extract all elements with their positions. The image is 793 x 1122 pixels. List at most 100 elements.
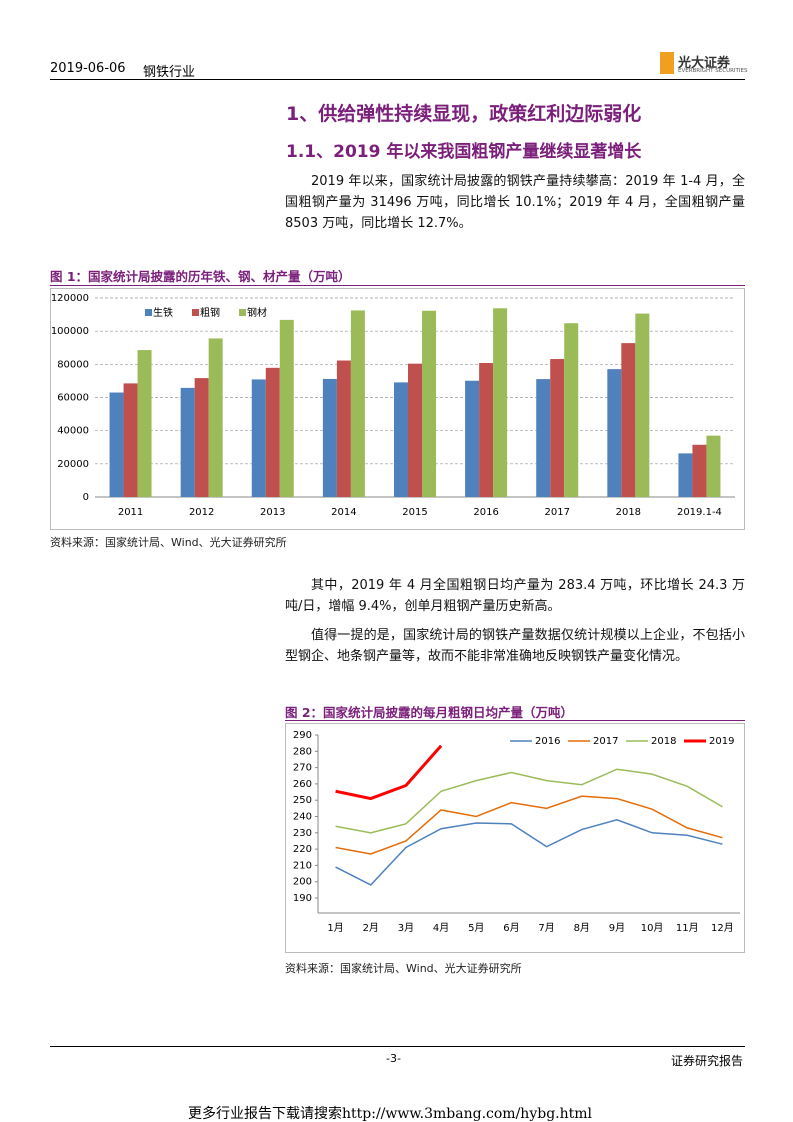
bar (479, 363, 494, 497)
figure-source: 资料来源：国家统计局、Wind、光大证券研究所 (285, 962, 522, 975)
y-tick-label: 120000 (51, 293, 89, 304)
logo-en: EVERBRIGHT SECURITIES (678, 68, 748, 74)
bar (336, 360, 351, 497)
y-tick-label: 220 (293, 844, 312, 855)
watermark: 更多行业报告下载请搜索http://www.3mbang.com/hybg.ht… (188, 1106, 592, 1122)
y-tick-label: 80000 (57, 359, 89, 370)
x-tick-label: 7月 (538, 922, 554, 934)
y-tick-label: 290 (293, 730, 312, 741)
y-tick-label: 0 (83, 492, 89, 503)
x-tick-label: 2017 (544, 507, 569, 518)
x-tick-label: 6月 (503, 922, 519, 934)
chart-frame (50, 288, 745, 530)
x-tick-label: 2014 (331, 507, 356, 518)
figure-title: 图 2：国家统计局披露的每月粗钢日均产量（万吨） (285, 705, 574, 720)
x-tick-label: 4月 (433, 922, 449, 934)
bar (180, 387, 195, 497)
bar (208, 338, 223, 497)
x-tick-label: 11月 (676, 922, 699, 934)
y-tick-label: 190 (293, 893, 312, 904)
x-tick-label: 9月 (609, 922, 625, 934)
paragraph: 其中，2019 年 4 月全国粗钢日均产量为 283.4 万吨，环比增长 24.… (285, 578, 745, 614)
bar (322, 378, 337, 497)
line (335, 795, 723, 855)
bar (251, 379, 266, 497)
logo-icon (660, 52, 674, 74)
chart-frame (285, 723, 745, 953)
paragraph: 2019 年以来，国家统计局披露的钢铁产量持续攀高：2019 年 1-4 月，全… (285, 174, 745, 231)
footer-rule (50, 1046, 745, 1047)
x-tick-label: 3月 (398, 922, 414, 934)
bar (607, 369, 622, 497)
figure-source: 资料来源：国家统计局、Wind、光大证券研究所 (50, 536, 287, 549)
y-tick-label: 260 (293, 779, 312, 790)
bar (536, 379, 551, 497)
figure-rule (50, 285, 745, 286)
legend-label: 2018 (651, 736, 676, 747)
bar (692, 444, 707, 497)
bar (550, 359, 565, 497)
y-tick-label: 280 (293, 746, 312, 757)
legend-label: 2017 (593, 736, 618, 747)
x-tick-label: 5月 (468, 922, 484, 934)
line (335, 768, 723, 834)
y-tick-label: 230 (293, 828, 312, 839)
y-tick-label: 270 (293, 763, 312, 774)
legend-swatch (239, 309, 246, 316)
bar (137, 350, 152, 497)
y-tick-label: 200 (293, 877, 312, 888)
bar (123, 383, 138, 497)
legend-swatch (145, 309, 152, 316)
legend-swatch (192, 309, 199, 316)
figure-rule (285, 720, 745, 721)
x-tick-label: 1月 (327, 922, 343, 934)
bar (394, 382, 408, 497)
legend-label: 2016 (535, 736, 560, 747)
bar (265, 367, 280, 497)
header-sector: 钢铁行业 (143, 65, 196, 80)
y-tick-label: 240 (293, 812, 312, 823)
legend-label: 2019 (709, 736, 734, 747)
bar (350, 310, 365, 497)
x-tick-label: 2016 (473, 507, 498, 518)
bar (109, 392, 124, 497)
line (335, 818, 723, 886)
x-tick-label: 2015 (402, 507, 427, 518)
line (335, 744, 443, 801)
legend-label: 粗钢 (200, 306, 220, 319)
y-tick-label: 20000 (57, 459, 89, 470)
header-date: 2019-06-06 (50, 61, 126, 76)
logo-text: 光大证券 (678, 56, 731, 71)
chart: 190 200 210 220 230 240 250 260 270 280 290 1月 2月 3月 4… (285, 723, 745, 953)
x-tick-label: 2019.1-4 (677, 507, 722, 518)
bar (465, 380, 480, 497)
subsection-title: 1.1、2019 年以来我国粗钢产量继续显著增长 (286, 142, 642, 162)
x-tick-label: 10月 (641, 922, 664, 934)
x-tick-label: 2011 (118, 507, 143, 518)
y-tick-label: 60000 (57, 393, 89, 404)
bar (279, 319, 294, 497)
bar (422, 310, 436, 497)
x-tick-label: 2013 (260, 507, 285, 518)
x-tick-label: 8月 (574, 922, 590, 934)
bar (635, 313, 650, 497)
y-tick-label: 40000 (57, 426, 89, 437)
figure-title: 图 1：国家统计局披露的历年铁、钢、材产量（万吨） (50, 269, 351, 284)
bar (706, 435, 721, 497)
chart: 0 20000 40000 60000 80000 100000 120000 2011 201… (50, 288, 745, 530)
x-tick-label: 12月 (711, 922, 734, 934)
x-tick-label: 2012 (189, 507, 214, 518)
section-title: 1、供给弹性持续显现，政策红利边际弱化 (286, 103, 642, 125)
y-tick-label: 100000 (51, 326, 89, 337)
legend-label: 钢材 (247, 306, 267, 319)
x-tick-label: 2018 (616, 507, 641, 518)
paragraph: 值得一提的是，国家统计局的钢铁产量数据仅统计规模以上企业，不包括小型钢企、地条钢… (285, 628, 745, 664)
bar (621, 343, 636, 497)
y-tick-label: 210 (293, 860, 312, 871)
bar (678, 453, 693, 497)
bar (493, 308, 508, 497)
bar (564, 323, 579, 497)
bar (408, 363, 422, 497)
x-tick-label: 2月 (363, 922, 379, 934)
